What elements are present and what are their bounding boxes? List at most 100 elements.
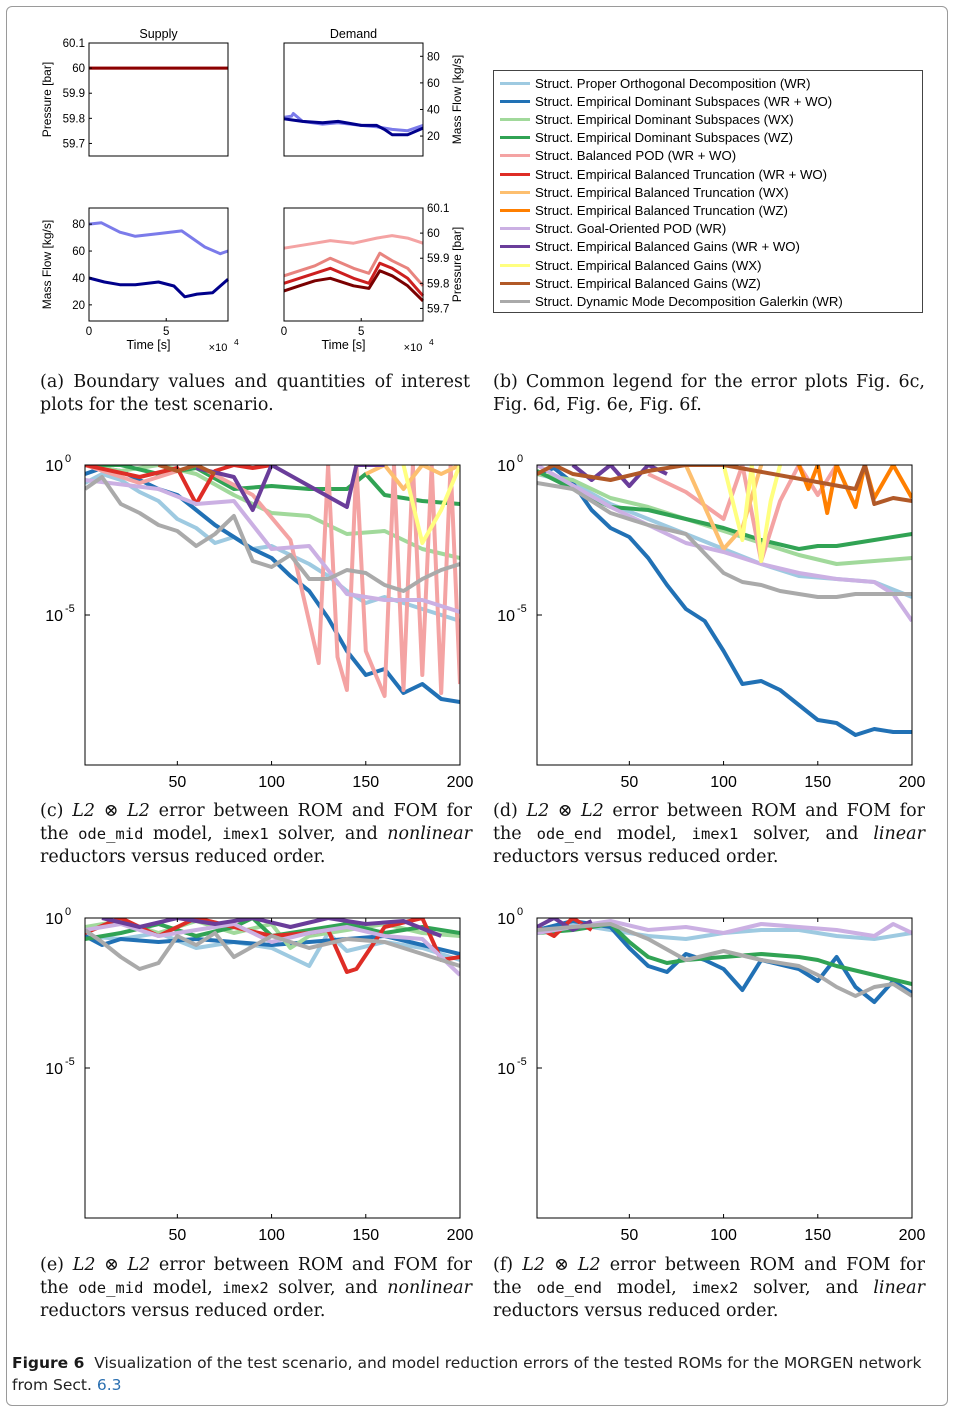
x-tick-label: 200	[447, 774, 474, 791]
y-tick-exponent: 0	[517, 453, 523, 465]
series-line	[85, 478, 460, 614]
series-line	[88, 221, 229, 256]
legend-item: Struct. Empirical Balanced Gains (WR + W…	[500, 238, 800, 256]
series-line	[283, 261, 425, 297]
x-tick-label: 50	[168, 774, 186, 791]
legend-label: Struct. Empirical Balanced Gains (WZ)	[535, 275, 761, 291]
legend-item: Struct. Empirical Balanced Truncation (W…	[500, 183, 789, 201]
y-axis-label: Pressure [bar]	[40, 62, 54, 137]
legend-label: Struct. Empirical Balanced Truncation (W…	[535, 202, 788, 218]
plot-frame	[84, 917, 461, 1219]
x-tick-label: 150	[352, 1227, 379, 1244]
y-tick-exponent: 0	[65, 906, 71, 918]
y-tick-label: 10	[497, 608, 515, 625]
subcaption-e: (e) L2 ⊗ L2 error between ROM and FOM fo…	[40, 1255, 472, 1321]
y-axis-label: Mass Flow [kg/s]	[40, 220, 54, 309]
legend-label: Struct. Empirical Balanced Truncation (W…	[535, 184, 789, 200]
x-scale-exponent: 4	[429, 337, 434, 347]
series-line	[537, 919, 912, 1004]
legend-item: Struct. Empirical Dominant Subspaces (WX…	[500, 110, 794, 128]
y-tick-exponent: -5	[517, 1056, 527, 1068]
section-ref-link[interactable]: 6.3	[96, 1376, 122, 1394]
x-scale-label: ×10	[404, 342, 423, 354]
legend-item: Struct. Dynamic Mode Decomposition Galer…	[500, 292, 843, 310]
series-group	[85, 465, 460, 704]
subcaption-f: (f) L2 ⊗ L2 error between ROM and FOM fo…	[493, 1255, 925, 1321]
series-line	[537, 919, 912, 938]
y-tick-label: 10	[45, 911, 63, 928]
figure-label: Figure 6	[12, 1354, 85, 1372]
series-line	[537, 472, 912, 566]
x-tick-label: 150	[804, 1227, 831, 1244]
legend-item: Struct. Proper Orthogonal Decomposition …	[500, 74, 811, 92]
x-tick-label: 0	[86, 326, 92, 338]
y-tick-label: 10	[45, 608, 63, 625]
legend-item: Struct. Balanced POD (WR + WO)	[500, 147, 736, 165]
y-tick-label: 40	[427, 104, 440, 116]
plot-frame	[536, 917, 913, 1219]
series-line	[537, 465, 912, 506]
series-line	[537, 481, 912, 599]
series-group	[537, 918, 912, 1004]
figure-caption-text: Visualization of the test scenario, and …	[12, 1354, 922, 1394]
x-tick-label: 0	[281, 326, 287, 338]
plot-frame	[84, 464, 461, 766]
plot-title: Demand	[330, 27, 377, 41]
subcaption-c: (c) L2 ⊗ L2 error between ROM and FOM fo…	[40, 801, 472, 867]
legend-swatch	[500, 81, 530, 85]
subcaption-a: (a) Boundary values and quantities of in…	[40, 372, 470, 415]
y-tick-label: 60.1	[427, 203, 449, 215]
y-tick-label: 59.8	[63, 113, 85, 125]
y-tick-label: 59.9	[63, 88, 85, 100]
legend-swatch	[500, 245, 530, 249]
x-tick-label: 5	[163, 326, 169, 338]
legend-label: Struct. Empirical Dominant Subspaces (WR…	[535, 93, 833, 109]
x-tick-label: 200	[899, 1227, 926, 1244]
series-line	[283, 251, 425, 287]
series-line	[537, 922, 912, 998]
legend-swatch	[500, 172, 530, 176]
series-line	[101, 918, 442, 938]
y-tick-label: 59.7	[427, 303, 449, 315]
y-tick-label: 10	[497, 911, 515, 928]
x-tick-label: 100	[258, 774, 285, 791]
series-line	[537, 466, 912, 737]
y-tick-label: 59.8	[427, 278, 449, 290]
y-tick-label: 10	[45, 1061, 63, 1078]
legend-label: Struct. Dynamic Mode Decomposition Galer…	[535, 293, 843, 309]
y-tick-label: 60.1	[63, 38, 85, 50]
legend-swatch	[500, 227, 530, 231]
y-tick-label: 80	[427, 51, 440, 63]
legend-label: Struct. Empirical Balanced Gains (WX)	[535, 257, 762, 273]
legend-label: Struct. Empirical Balanced Gains (WR + W…	[535, 239, 800, 255]
x-tick-label: 100	[710, 1227, 737, 1244]
series-group	[85, 918, 460, 977]
y-tick-label: 10	[497, 1061, 515, 1078]
x-axis-label: Time [s]	[322, 338, 366, 352]
legend-swatch	[500, 190, 530, 194]
series-line	[283, 269, 425, 302]
figure-caption: Figure 6 Visualization of the test scena…	[12, 1352, 937, 1396]
y-tick-label: 10	[45, 458, 63, 475]
x-tick-label: 50	[168, 1227, 186, 1244]
y-tick-exponent: -5	[517, 603, 527, 615]
y-tick-label: 60	[427, 228, 440, 240]
y-tick-exponent: 0	[517, 906, 523, 918]
series-line	[283, 234, 424, 250]
legend-item: Struct. Goal-Oriented POD (WR)	[500, 220, 726, 238]
y-axis-label: Mass Flow [kg/s]	[450, 55, 464, 144]
x-tick-label: 150	[352, 774, 379, 791]
legend-swatch	[500, 281, 530, 285]
x-tick-label: 200	[447, 1227, 474, 1244]
plot-frame	[283, 207, 424, 322]
plot-title: Supply	[139, 27, 178, 41]
x-tick-label: 100	[710, 774, 737, 791]
x-scale-exponent: 4	[234, 337, 239, 347]
legend-swatch	[500, 208, 530, 212]
legend-swatch	[500, 154, 530, 158]
y-tick-label: 60	[72, 63, 85, 75]
series-line	[85, 475, 460, 593]
legend-item: Struct. Empirical Balanced Gains (WX)	[500, 256, 761, 274]
x-tick-label: 150	[804, 774, 831, 791]
